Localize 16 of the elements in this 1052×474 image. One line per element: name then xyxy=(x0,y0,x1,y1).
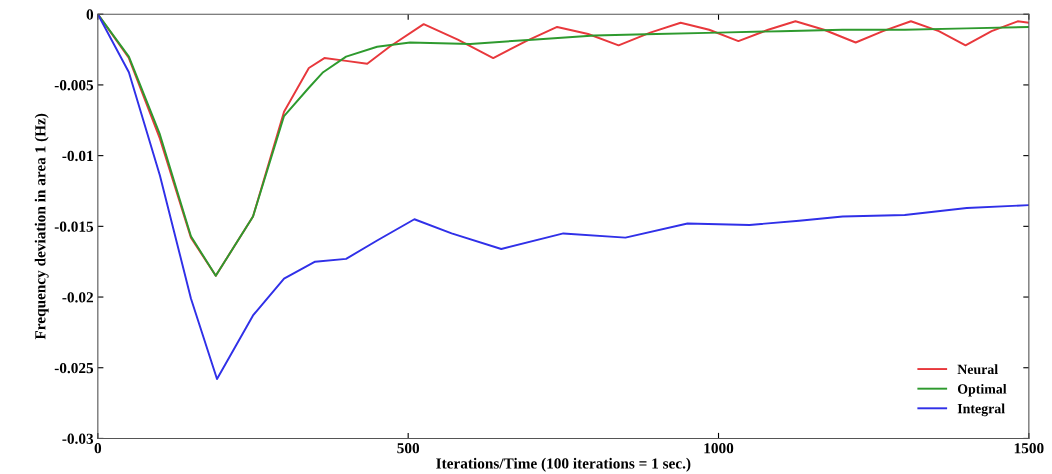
x-axis-title: Iterations/Time (100 iterations = 1 sec.) xyxy=(436,457,691,472)
legend-label: Integral xyxy=(957,403,1005,417)
x-tick-label: 1000 xyxy=(704,443,734,454)
y-tick-label: -0.005 xyxy=(54,80,94,91)
y-tick-label: -0.01 xyxy=(62,150,93,162)
y-tick-label: -0.015 xyxy=(54,221,94,232)
y-tick-label: -0.025 xyxy=(54,362,94,374)
y-tick-label: 0 xyxy=(86,9,94,20)
y-tick-label: -0.02 xyxy=(62,292,94,303)
legend-label: Neural xyxy=(957,364,998,375)
x-tick-label: 500 xyxy=(397,443,420,454)
y-tick-label: -0.03 xyxy=(62,433,94,444)
legend-label: Optimal xyxy=(957,383,1007,397)
y-axis-title: Frequency deviation in area 1 (Hz) xyxy=(34,113,49,340)
x-tick-label: 1500 xyxy=(1014,443,1044,454)
x-tick-label: 0 xyxy=(94,443,102,454)
